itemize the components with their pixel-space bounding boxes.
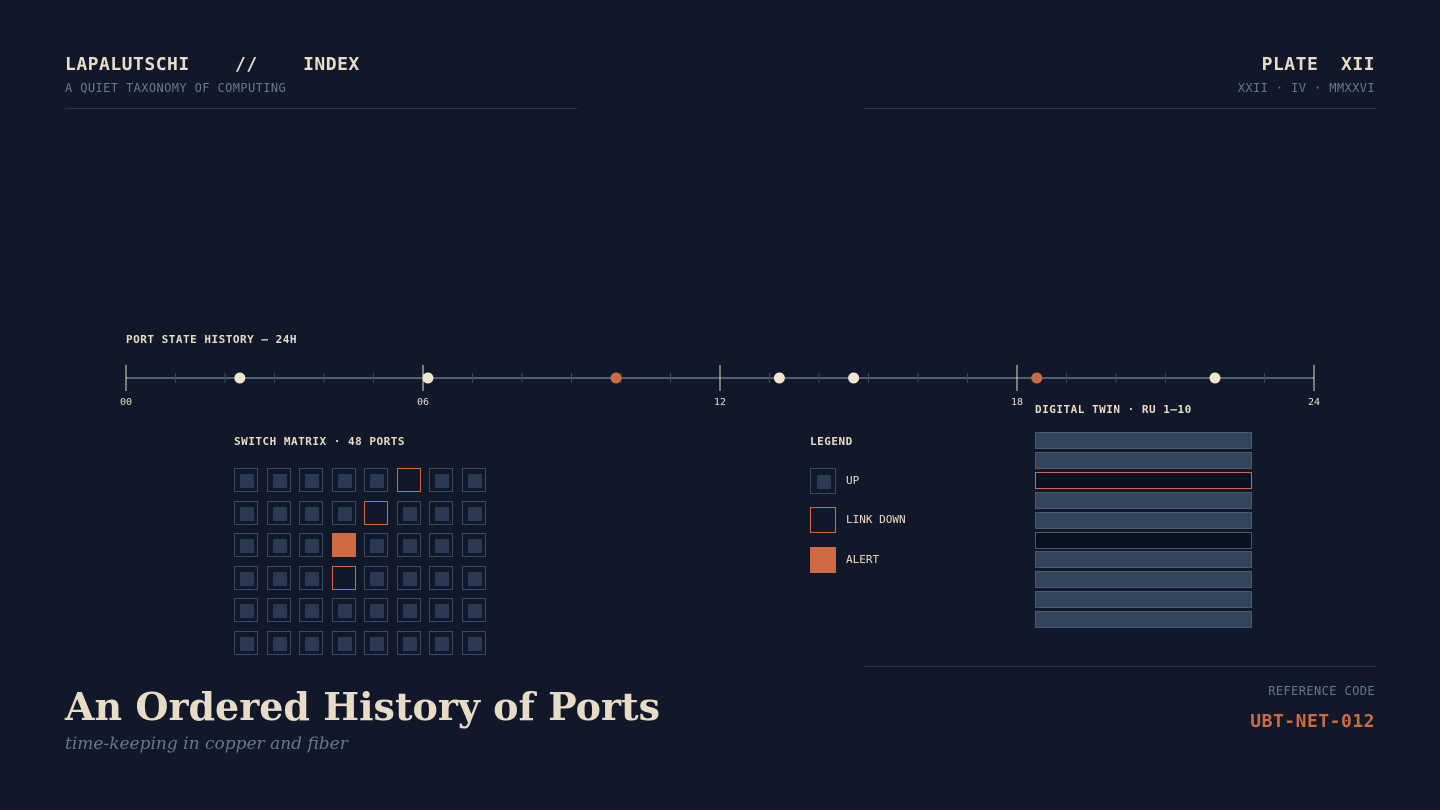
timeline-tick-label: 18 bbox=[1011, 397, 1023, 408]
port-up bbox=[461, 598, 486, 622]
port-down bbox=[396, 468, 421, 492]
port-up bbox=[461, 500, 486, 525]
port-up bbox=[266, 598, 291, 622]
port-up bbox=[331, 630, 356, 655]
port-up bbox=[429, 500, 453, 525]
legend-swatch-link-down bbox=[810, 507, 836, 533]
port-up bbox=[364, 533, 388, 557]
port-up bbox=[429, 468, 453, 492]
timeline: 00 06 12 18 24 bbox=[120, 365, 1320, 408]
port-up bbox=[331, 500, 356, 525]
legend-swatch-alert bbox=[810, 547, 836, 573]
legend-label-alert: ALERT bbox=[846, 553, 880, 566]
timeline-event-up bbox=[1209, 372, 1221, 384]
port-up bbox=[234, 533, 258, 557]
plate-title: An Ordered History of Ports bbox=[65, 684, 660, 729]
rack-unit-filled bbox=[1035, 451, 1252, 469]
port-up bbox=[364, 598, 388, 622]
timeline-event-alert bbox=[1031, 372, 1043, 384]
port-up bbox=[266, 500, 291, 525]
timeline-tick-label: 00 bbox=[120, 397, 132, 408]
timeline-tick-label: 06 bbox=[417, 397, 429, 408]
port-up bbox=[396, 598, 421, 622]
port-up bbox=[234, 500, 258, 525]
plate-subtitle: time-keeping in copper and fiber bbox=[65, 734, 348, 754]
matrix-label: SWITCH MATRIX · 48 PORTS bbox=[234, 435, 405, 448]
port-up bbox=[364, 468, 388, 492]
port-up bbox=[266, 565, 291, 590]
legend-label: LEGEND bbox=[810, 435, 853, 448]
port-up bbox=[266, 533, 291, 557]
port-up bbox=[266, 468, 291, 492]
port-down bbox=[331, 565, 356, 590]
port-up bbox=[234, 630, 258, 655]
rack-unit-filled bbox=[1035, 611, 1252, 629]
port-up bbox=[331, 598, 356, 622]
timeline-label: PORT STATE HISTORY — 24H bbox=[126, 333, 297, 346]
port-up bbox=[234, 468, 258, 492]
legend-label-link-down: LINK DOWN bbox=[846, 513, 906, 526]
plate-date: XXII · IV · MMXXVI bbox=[1237, 81, 1375, 95]
port-up bbox=[429, 565, 453, 590]
switch-matrix bbox=[234, 468, 490, 658]
timeline-event-up bbox=[234, 372, 246, 384]
port-up bbox=[299, 598, 323, 622]
header-title: LAPALUTSCHI // INDEX bbox=[65, 54, 360, 75]
reference-code: UBT-NET-012 bbox=[1250, 711, 1375, 732]
port-down bbox=[364, 500, 388, 525]
port-up bbox=[364, 565, 388, 590]
port-up bbox=[331, 468, 356, 492]
port-up bbox=[234, 598, 258, 622]
rack-unit-filled bbox=[1035, 432, 1252, 449]
port-up bbox=[234, 565, 258, 590]
port-up bbox=[299, 630, 323, 655]
port-up bbox=[461, 630, 486, 655]
rack-unit-flag bbox=[1035, 471, 1252, 489]
timeline-tick-label: 24 bbox=[1308, 397, 1320, 408]
port-up bbox=[429, 598, 453, 622]
port-up bbox=[429, 630, 453, 655]
reference-label: REFERENCE CODE bbox=[1268, 684, 1375, 698]
port-up bbox=[461, 565, 486, 590]
rack-unit-filled bbox=[1035, 511, 1252, 529]
port-up bbox=[299, 565, 323, 590]
header-rule-right bbox=[864, 108, 1376, 109]
port-up bbox=[396, 500, 421, 525]
timeline-event-alert bbox=[610, 372, 622, 384]
port-up bbox=[396, 533, 421, 557]
timeline-event-up bbox=[848, 372, 860, 384]
timeline-tick-label: 12 bbox=[714, 397, 726, 408]
port-up bbox=[429, 533, 453, 557]
port-up bbox=[299, 533, 323, 557]
rack-unit-filled bbox=[1035, 491, 1252, 509]
footer-rule bbox=[864, 666, 1376, 667]
rack-unit-filled bbox=[1035, 591, 1252, 609]
twin-label: DIGITAL TWIN · RU 1–10 bbox=[1035, 403, 1192, 416]
port-up bbox=[396, 630, 421, 655]
port-up bbox=[461, 533, 486, 557]
plate-number: PLATE XII bbox=[1261, 54, 1375, 75]
port-up bbox=[396, 565, 421, 590]
legend-label-up: UP bbox=[846, 474, 860, 487]
port-up bbox=[364, 630, 388, 655]
timeline-event-up bbox=[422, 372, 434, 384]
port-alert bbox=[331, 533, 356, 557]
timeline-event-up bbox=[773, 372, 785, 384]
port-up bbox=[299, 468, 323, 492]
header-subtitle: A QUIET TAXONOMY OF COMPUTING bbox=[65, 81, 287, 95]
header-rule-left bbox=[65, 108, 577, 109]
port-up bbox=[461, 468, 486, 492]
rack-unit-filled bbox=[1035, 551, 1252, 569]
rack-unit-empty bbox=[1035, 531, 1252, 549]
port-up bbox=[266, 630, 291, 655]
legend-swatch-up bbox=[810, 468, 836, 494]
rack-unit-filled bbox=[1035, 571, 1252, 589]
port-up bbox=[299, 500, 323, 525]
